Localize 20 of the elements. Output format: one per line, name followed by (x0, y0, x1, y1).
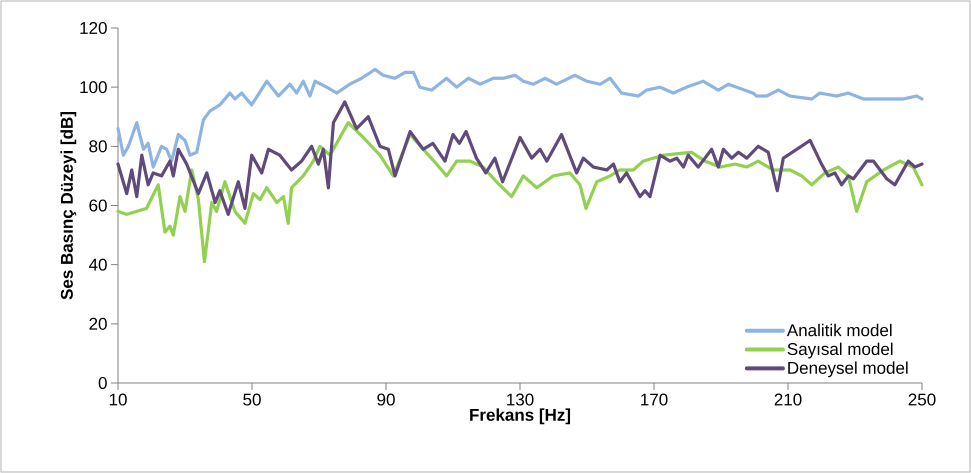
x-tick-label: 250 (908, 394, 936, 406)
y-tick-label: 0 (98, 376, 107, 390)
y-tick-label: 80 (89, 140, 107, 152)
x-tick-label: 210 (774, 394, 802, 406)
x-tick-label: 10 (110, 394, 127, 406)
legend-label: Deneysel model (788, 361, 908, 378)
y-tick-label: 20 (89, 318, 107, 330)
x-tick-label: 130 (507, 394, 534, 406)
x-tick-label: 170 (641, 394, 668, 406)
y-axis-title: Ses Basınç Düzeyi [dB] (60, 112, 76, 300)
x-tick-label: 90 (377, 394, 395, 406)
x-axis-title: Frekans [Hz] (470, 408, 570, 424)
x-tick-label: 50 (243, 394, 261, 406)
y-tick-label: 60 (89, 199, 107, 212)
y-tick-label: 100 (80, 81, 107, 94)
legend-label: Analitik model (786, 324, 892, 336)
y-tick-label: 40 (88, 258, 107, 271)
legend-label: Sayısal model (788, 342, 892, 358)
y-tick-label: 120 (80, 22, 107, 34)
line-series (116, 100, 924, 216)
